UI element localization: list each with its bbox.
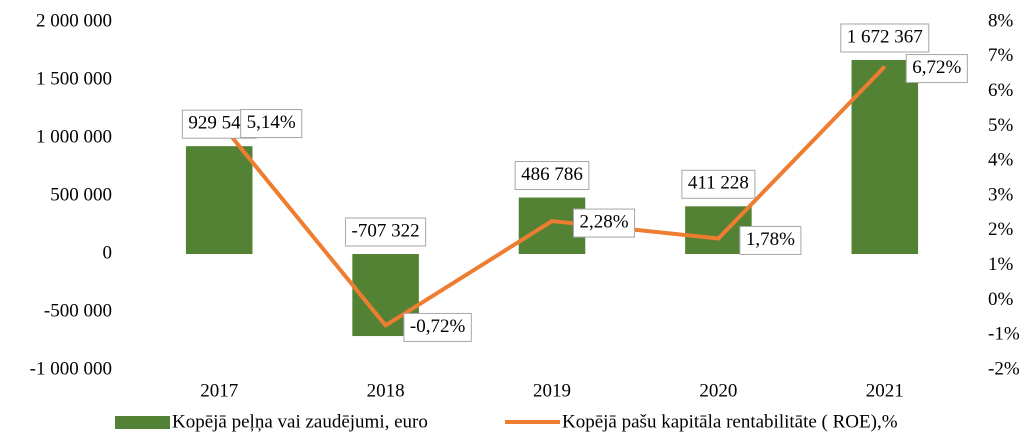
y2-tick-label: 3%	[988, 184, 1014, 205]
line-label: -0,72%	[403, 312, 472, 342]
line-label: 5,14%	[240, 109, 303, 139]
bar-label: 486 786	[514, 161, 590, 191]
data-label: -0,72%	[410, 316, 466, 337]
label-box	[739, 225, 802, 255]
y-tick-label: 2 000 000	[36, 10, 112, 31]
label-box	[572, 208, 636, 238]
bar-label: 1 672 367	[840, 23, 930, 53]
legend-label: Kopējā pašu kapitāla rentabilitāte ( ROE…	[562, 411, 898, 432]
bar	[185, 146, 253, 254]
data-label: -707 322	[352, 220, 420, 241]
y2-tick-label: -2%	[988, 358, 1020, 379]
y-tick-label: -500 000	[44, 300, 112, 321]
label-box	[514, 161, 590, 191]
y2-tick-label: 6%	[988, 80, 1014, 101]
y2-tick-label: 4%	[988, 150, 1014, 171]
y2-tick-label: 7%	[988, 45, 1014, 66]
bar-label: 411 228	[681, 169, 756, 199]
legend: Kopējā peļņa vai zaudējumi, euro Kopējā p…	[115, 411, 898, 432]
label-box	[681, 169, 756, 199]
x-tick-label: 2019	[533, 380, 571, 401]
bar-label: -707 322	[345, 217, 427, 247]
y2-tick-label: -1%	[988, 324, 1020, 345]
y2-tick-label: 5%	[988, 115, 1014, 136]
label-box	[345, 217, 427, 247]
y-tick-label: -1 000 000	[30, 358, 112, 379]
y2-tick-label: 1%	[988, 254, 1014, 275]
label-box	[905, 54, 968, 84]
y-tick-label: 1 000 000	[36, 126, 112, 147]
label-box	[240, 109, 303, 139]
y-tick-label: 0	[103, 242, 113, 263]
legend-label: Kopējā peļņa vai zaudējumi, euro	[172, 411, 428, 432]
data-label: 6,72%	[912, 57, 961, 78]
data-label: 1,78%	[746, 229, 795, 250]
data-label: 486 786	[521, 164, 583, 185]
data-label: 929 546	[188, 113, 250, 134]
label-box	[840, 23, 930, 53]
x-tick-label: 2021	[866, 380, 904, 401]
line	[217, 65, 887, 328]
data-label: 2,28%	[579, 211, 628, 232]
data-label: 1 672 367	[847, 26, 923, 47]
y-tick-label: 500 000	[50, 184, 112, 205]
line-label: 1,78%	[739, 225, 802, 255]
data-label: 411 228	[688, 173, 749, 194]
line-label: 6,72%	[905, 54, 968, 84]
line-label: 2,28%	[572, 208, 636, 238]
x-tick-label: 2018	[367, 380, 405, 401]
data-label: 5,14%	[247, 112, 296, 133]
y2-tick-label: 2%	[988, 219, 1014, 240]
label-box	[403, 312, 472, 342]
y2-tick-label: 8%	[988, 10, 1014, 31]
y2-tick-label: 0%	[988, 289, 1014, 310]
legend-swatch	[115, 416, 170, 429]
x-tick-label: 2020	[699, 380, 737, 401]
y-tick-label: 1 500 000	[36, 68, 112, 89]
x-tick-label: 2017	[200, 380, 238, 401]
